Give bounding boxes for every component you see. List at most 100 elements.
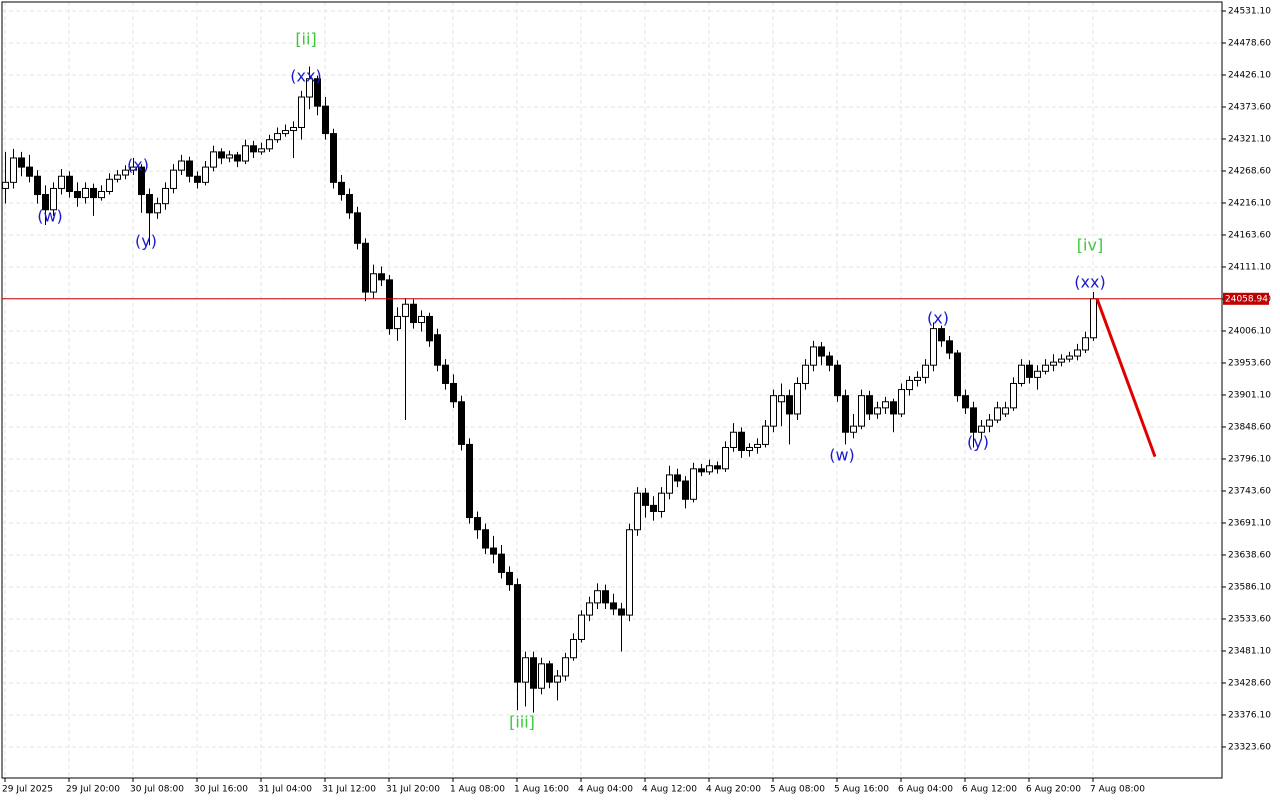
candle-body xyxy=(802,364,809,384)
candle-body xyxy=(706,465,713,473)
x-tick-label: 29 Jul 20:00 xyxy=(66,785,120,795)
candle-body xyxy=(818,346,825,357)
candle-body xyxy=(562,657,569,677)
candle-body xyxy=(482,529,489,549)
y-tick-label: 23743.60 xyxy=(1228,486,1271,496)
x-tick-label: 30 Jul 08:00 xyxy=(130,785,184,795)
candle-body xyxy=(434,334,441,366)
candle-body xyxy=(1010,382,1017,409)
candle-body xyxy=(338,181,345,196)
y-tick-label: 23323.60 xyxy=(1228,742,1271,752)
candle-body xyxy=(714,465,721,470)
candle-body xyxy=(978,425,985,433)
y-tick-label: 23796.10 xyxy=(1228,454,1271,464)
candle-body xyxy=(362,242,369,293)
candle-body xyxy=(786,395,793,415)
candle-body xyxy=(378,273,385,281)
candle-body xyxy=(522,657,529,683)
candle-body xyxy=(354,212,361,244)
candle-body xyxy=(914,376,921,381)
y-tick-label: 24478.60 xyxy=(1228,39,1271,49)
y-tick-label: 23953.60 xyxy=(1228,358,1271,368)
y-tick-label: 24163.60 xyxy=(1228,231,1271,241)
candle-body xyxy=(490,547,497,555)
x-tick-label: 1 Aug 16:00 xyxy=(514,785,569,795)
x-tick-label: 5 Aug 16:00 xyxy=(834,785,889,795)
candle-body xyxy=(114,174,121,180)
candle-body xyxy=(426,315,433,342)
candle-body xyxy=(626,529,633,616)
x-tick-label: 31 Jul 04:00 xyxy=(258,785,312,795)
candle-body xyxy=(962,395,969,409)
x-tick-label: 31 Jul 20:00 xyxy=(386,785,440,795)
candle-body xyxy=(178,160,185,171)
candle-body xyxy=(674,474,681,482)
candle-body xyxy=(450,382,457,403)
candle-body xyxy=(754,443,761,448)
candle-body xyxy=(778,395,785,403)
candle-body xyxy=(202,166,209,183)
y-tick-label: 24426.10 xyxy=(1228,71,1271,81)
candle-body xyxy=(1058,358,1065,363)
candle-body xyxy=(690,468,697,500)
candle-body xyxy=(1002,407,1009,415)
candle-body xyxy=(194,175,201,183)
y-tick-label: 24373.60 xyxy=(1228,103,1271,113)
wave-label: (w) xyxy=(829,446,855,465)
candle-body xyxy=(18,157,25,168)
candle-body xyxy=(26,166,33,177)
candle-body xyxy=(242,145,249,162)
candle-body xyxy=(402,303,409,317)
candle-body xyxy=(1066,355,1073,360)
candle-body xyxy=(410,303,417,324)
candle-body xyxy=(498,553,505,573)
wave-label: (x) xyxy=(927,309,949,328)
candle-body xyxy=(514,584,521,683)
y-tick-label: 24006.10 xyxy=(1228,327,1271,337)
candle-body xyxy=(1074,349,1081,357)
candle-body xyxy=(698,468,705,473)
candle-body xyxy=(1018,364,1025,384)
y-tick-label: 23533.60 xyxy=(1228,614,1271,624)
candle-body xyxy=(418,315,425,324)
y-tick-label: 24321.10 xyxy=(1228,135,1271,145)
candle-body xyxy=(330,133,337,183)
candle-body xyxy=(898,389,905,415)
candle-body xyxy=(186,160,193,177)
wave-label: [ii] xyxy=(295,30,316,49)
candle-body xyxy=(906,379,913,391)
candle-body xyxy=(98,190,105,199)
candle-body xyxy=(866,395,873,415)
candle-body xyxy=(506,571,513,586)
candle-body xyxy=(618,608,625,616)
candle-body xyxy=(538,663,545,689)
candle-body xyxy=(1026,364,1033,378)
candle-body xyxy=(1082,337,1089,351)
candle-body xyxy=(314,78,321,107)
candle-body xyxy=(122,169,129,176)
candle-body xyxy=(370,273,377,293)
candle-body xyxy=(882,401,889,409)
y-tick-label: 24111.10 xyxy=(1228,263,1271,273)
candle-body xyxy=(546,663,553,683)
candle-body xyxy=(874,407,881,415)
candle-body xyxy=(258,148,265,153)
y-tick-label: 23638.60 xyxy=(1228,550,1271,560)
candle-body xyxy=(586,602,593,616)
candle-body xyxy=(1034,370,1041,378)
candle-body xyxy=(842,395,849,433)
x-tick-label: 4 Aug 20:00 xyxy=(706,785,761,795)
candle-body xyxy=(218,151,225,159)
wave-label: [iii] xyxy=(509,713,535,732)
candle-body xyxy=(74,190,81,199)
wave-label: [iv] xyxy=(1077,236,1103,255)
wave-label: (xx) xyxy=(290,67,321,86)
y-tick-label: 23481.10 xyxy=(1228,646,1271,656)
candle-body xyxy=(570,638,577,659)
x-tick-label: 6 Aug 20:00 xyxy=(1026,785,1081,795)
candle-body xyxy=(602,590,609,604)
x-tick-label: 31 Jul 12:00 xyxy=(322,785,376,795)
candle-body xyxy=(994,407,1001,421)
candle-body xyxy=(138,166,145,196)
y-tick-label: 24268.60 xyxy=(1228,167,1271,177)
